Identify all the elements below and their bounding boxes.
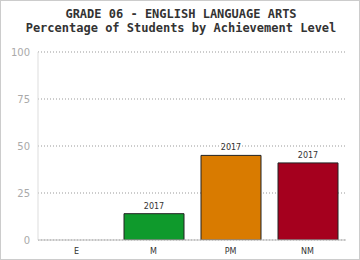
svg-text:25: 25 [17,188,30,199]
svg-text:0: 0 [24,235,30,246]
svg-text:2017: 2017 [298,151,318,160]
svg-text:2017: 2017 [221,143,241,152]
svg-text:M: M [150,247,157,256]
svg-text:NM: NM [301,247,314,256]
svg-text:75: 75 [17,94,30,105]
svg-text:50: 50 [17,141,30,152]
html-text:Percentage of Students by Achi: Percentage of Students by Achievement Le… [25,21,337,35]
html-text:GRADE 06 - ENGLISH LANGUAGE AR: GRADE 06 - ENGLISH LANGUAGE ARTS [65,7,297,21]
svg-text:E: E [74,247,79,256]
svg-text:PM: PM [225,247,237,256]
svg-text:2017: 2017 [144,202,164,211]
svg-text:100: 100 [11,47,30,58]
